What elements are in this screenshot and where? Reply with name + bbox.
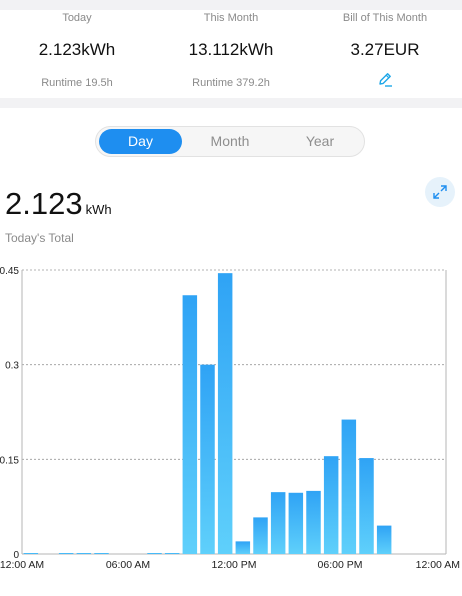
top-divider [0, 0, 462, 10]
hour-bar[interactable] [376, 525, 392, 554]
hour-bar[interactable] [58, 553, 74, 554]
hour-bar[interactable] [359, 458, 374, 554]
summary-panel: Today 2.123kWh Runtime 19.5h This Month … [0, 10, 462, 98]
today-stat: Today 2.123kWh Runtime 19.5h [0, 10, 154, 89]
hour-bar[interactable] [23, 553, 39, 554]
section-divider [0, 98, 462, 108]
y-tick-label: 0.45 [0, 266, 19, 277]
bill-stat: Bill of This Month 3.27EUR [308, 10, 462, 93]
hour-bar[interactable] [217, 273, 233, 554]
hour-bar[interactable] [164, 553, 180, 554]
x-tick-label: 06:00 PM [318, 559, 363, 571]
tab-day[interactable]: Day [99, 129, 182, 154]
month-label: This Month [203, 12, 259, 24]
bill-value: 3.27EUR [350, 40, 420, 59]
tab-year[interactable]: Year [305, 133, 335, 149]
pencil-icon[interactable] [376, 70, 394, 93]
today-runtime: Runtime 19.5h [41, 77, 113, 89]
month-stat: This Month 13.112kWh Runtime 379.2h [154, 10, 308, 89]
x-tick-label: 12:00 AM [0, 559, 44, 571]
y-tick-label: 0.15 [0, 455, 19, 466]
y-tick-label: 0 [13, 550, 19, 561]
hour-bar[interactable] [253, 517, 268, 554]
x-tick-label: 12:00 PM [212, 559, 257, 571]
total-value: 2.123 [5, 186, 83, 221]
hour-bar[interactable] [323, 456, 339, 554]
bill-label: Bill of This Month [342, 12, 428, 24]
total-readout: 2.123 kWh [5, 186, 112, 222]
total-unit: kWh [85, 202, 112, 217]
month-runtime: Runtime 379.2h [192, 77, 270, 89]
hour-bar[interactable] [341, 419, 357, 554]
hour-bar[interactable] [76, 553, 92, 554]
hour-bar[interactable] [306, 490, 321, 554]
today-value: 2.123kWh [38, 40, 116, 59]
hour-bar[interactable] [270, 492, 286, 554]
hour-bar[interactable] [288, 492, 304, 554]
expand-icon [433, 185, 447, 199]
x-tick-label: 06:00 AM [106, 559, 150, 571]
hour-bar[interactable] [94, 553, 109, 554]
energy-bar-chart: 0 0.15 0.3 0.45 12:00 AM 06:00 AM 12:00 PM 06:0… [0, 266, 460, 571]
hour-bar[interactable] [200, 364, 215, 554]
period-selector: Day Month Year [95, 126, 365, 157]
month-value: 13.112kWh [188, 40, 274, 59]
hour-bar[interactable] [182, 295, 198, 554]
expand-button[interactable] [425, 177, 455, 207]
tab-month[interactable]: Month [210, 133, 250, 149]
x-tick-label: 12:00 AM [416, 559, 460, 571]
hour-bar[interactable] [147, 553, 162, 554]
y-tick-label: 0.3 [5, 361, 19, 372]
today-label: Today [62, 12, 92, 24]
hour-bar[interactable] [235, 541, 251, 554]
total-label: Today's Total [5, 231, 74, 245]
